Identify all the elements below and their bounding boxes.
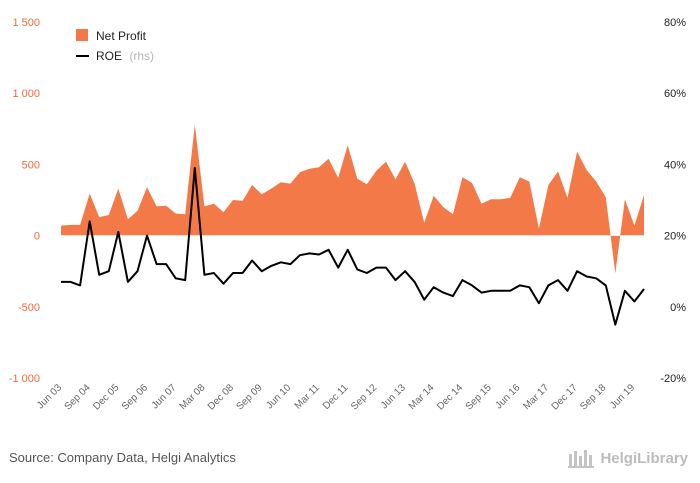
brand-logo: HelgiLibrary: [568, 448, 688, 468]
left-tick-label: -1 000: [9, 373, 40, 385]
plot-area: [61, 124, 645, 326]
x-tick-label: Jun 16: [494, 382, 523, 411]
net-profit-area: [61, 124, 644, 274]
x-tick-label: Sep 15: [464, 382, 494, 412]
x-tick-label: Sep 04: [63, 382, 93, 412]
left-tick-label: 0: [34, 231, 40, 243]
legend-net-profit-label: Net Profit: [96, 29, 147, 43]
x-tick-label: Mar 11: [293, 382, 323, 412]
left-tick-label: 1 500: [12, 17, 40, 29]
right-tick-label: 60%: [664, 88, 686, 100]
right-tick-label: 0%: [670, 302, 686, 314]
brand-name: HelgiLibrary: [600, 449, 688, 467]
left-tick-label: -500: [18, 302, 40, 314]
x-tick-label: Jun 07: [150, 382, 179, 411]
x-tick-label: Dec 11: [321, 382, 351, 412]
x-tick-label: Dec 14: [435, 382, 465, 412]
x-tick-label: Dec 08: [206, 382, 236, 412]
roe-line: [61, 167, 645, 326]
chart: -1 000 -500 0 500 1 000 1 500 -20% 0% 20% 40% 60%…: [9, 17, 686, 413]
legend-roe-label: ROE (rhs): [96, 49, 154, 63]
right-tick-label: -20%: [660, 373, 686, 385]
x-tick-label: Sep 12: [349, 382, 379, 412]
footer: Source: Company Data, Helgi Analytics He…: [0, 443, 700, 483]
x-tick-label: Sep 09: [234, 382, 264, 412]
x-tick-label: Dec 17: [550, 382, 580, 412]
left-tick-label: 500: [22, 159, 40, 171]
right-axis-ticks: -20% 0% 20% 40% 60% 80%: [660, 17, 686, 385]
right-tick-label: 40%: [664, 159, 686, 171]
legend-net-profit-swatch: [76, 29, 88, 41]
left-tick-label: 1 000: [12, 88, 40, 100]
x-tick-label: Mar 14: [407, 382, 437, 412]
x-tick-label: Dec 05: [91, 382, 121, 412]
library-icon: [568, 450, 595, 468]
right-tick-label: 80%: [664, 17, 686, 29]
x-tick-label: Jun 13: [379, 382, 408, 411]
x-tick-label: Jun 19: [608, 382, 637, 411]
legend: Net Profit ROE (rhs): [76, 29, 154, 63]
x-tick-label: Mar 17: [521, 382, 551, 412]
source-note: Source: Company Data, Helgi Analytics: [9, 450, 236, 465]
right-tick-label: 20%: [664, 231, 686, 243]
x-tick-label: Jun 03: [35, 382, 64, 411]
x-tick-label: Jun 10: [264, 382, 293, 411]
legend-roe-name: ROE: [96, 49, 122, 63]
x-tick-label: Sep 06: [120, 382, 150, 412]
legend-roe-suffix: (rhs): [129, 49, 154, 63]
x-tick-label: Mar 08: [178, 382, 208, 412]
x-tick-label: Sep 18: [578, 382, 608, 412]
left-axis-ticks: -1 000 -500 0 500 1 000 1 500: [9, 17, 40, 385]
